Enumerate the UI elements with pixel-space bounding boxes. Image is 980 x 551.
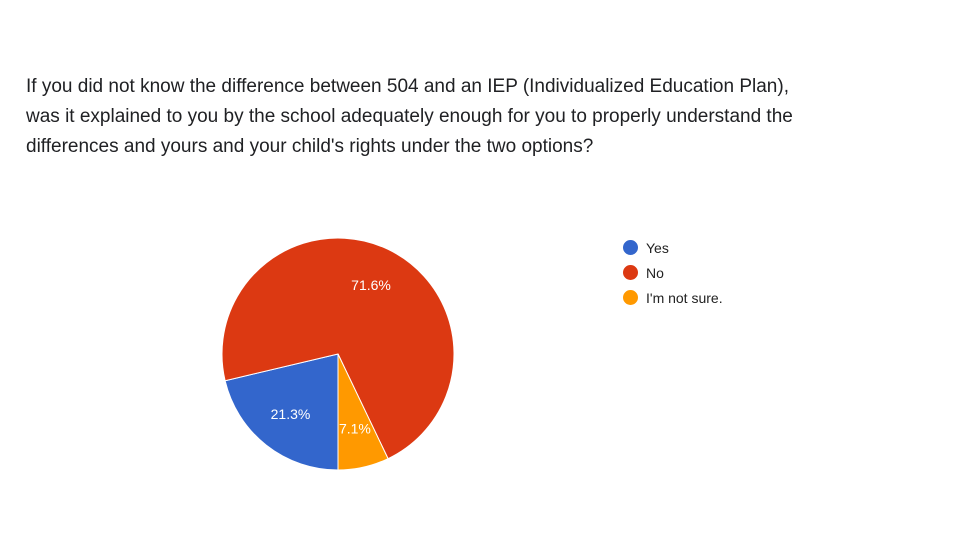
legend-item-not-sure[interactable]: I'm not sure. [623,285,723,310]
legend-label-no: No [646,264,664,281]
legend-swatch-no [623,265,638,280]
pie-label-not-sure: 7.1% [339,421,371,437]
pie-label-yes: 21.3% [271,406,311,422]
chart-title-line-2: was it explained to you by the school ad… [26,106,793,127]
legend-swatch-yes [623,240,638,255]
pie-label-no: 71.6% [351,277,391,293]
chart-title: If you did not know the difference betwe… [26,72,926,162]
legend-item-yes[interactable]: Yes [623,235,723,260]
chart-title-line-3: differences and yours and your child's r… [26,136,594,157]
pie-slice-yes[interactable] [224,353,339,471]
chart-title-line-1: If you did not know the difference betwe… [26,76,789,97]
pie-slice-not-sure[interactable] [337,353,389,471]
legend-label-yes: Yes [646,239,669,256]
chart-legend: Yes No I'm not sure. [623,235,723,310]
legend-swatch-not-sure [623,290,638,305]
pie-slice-no[interactable] [221,237,455,460]
legend-item-no[interactable]: No [623,260,723,285]
legend-label-not-sure: I'm not sure. [646,289,723,306]
